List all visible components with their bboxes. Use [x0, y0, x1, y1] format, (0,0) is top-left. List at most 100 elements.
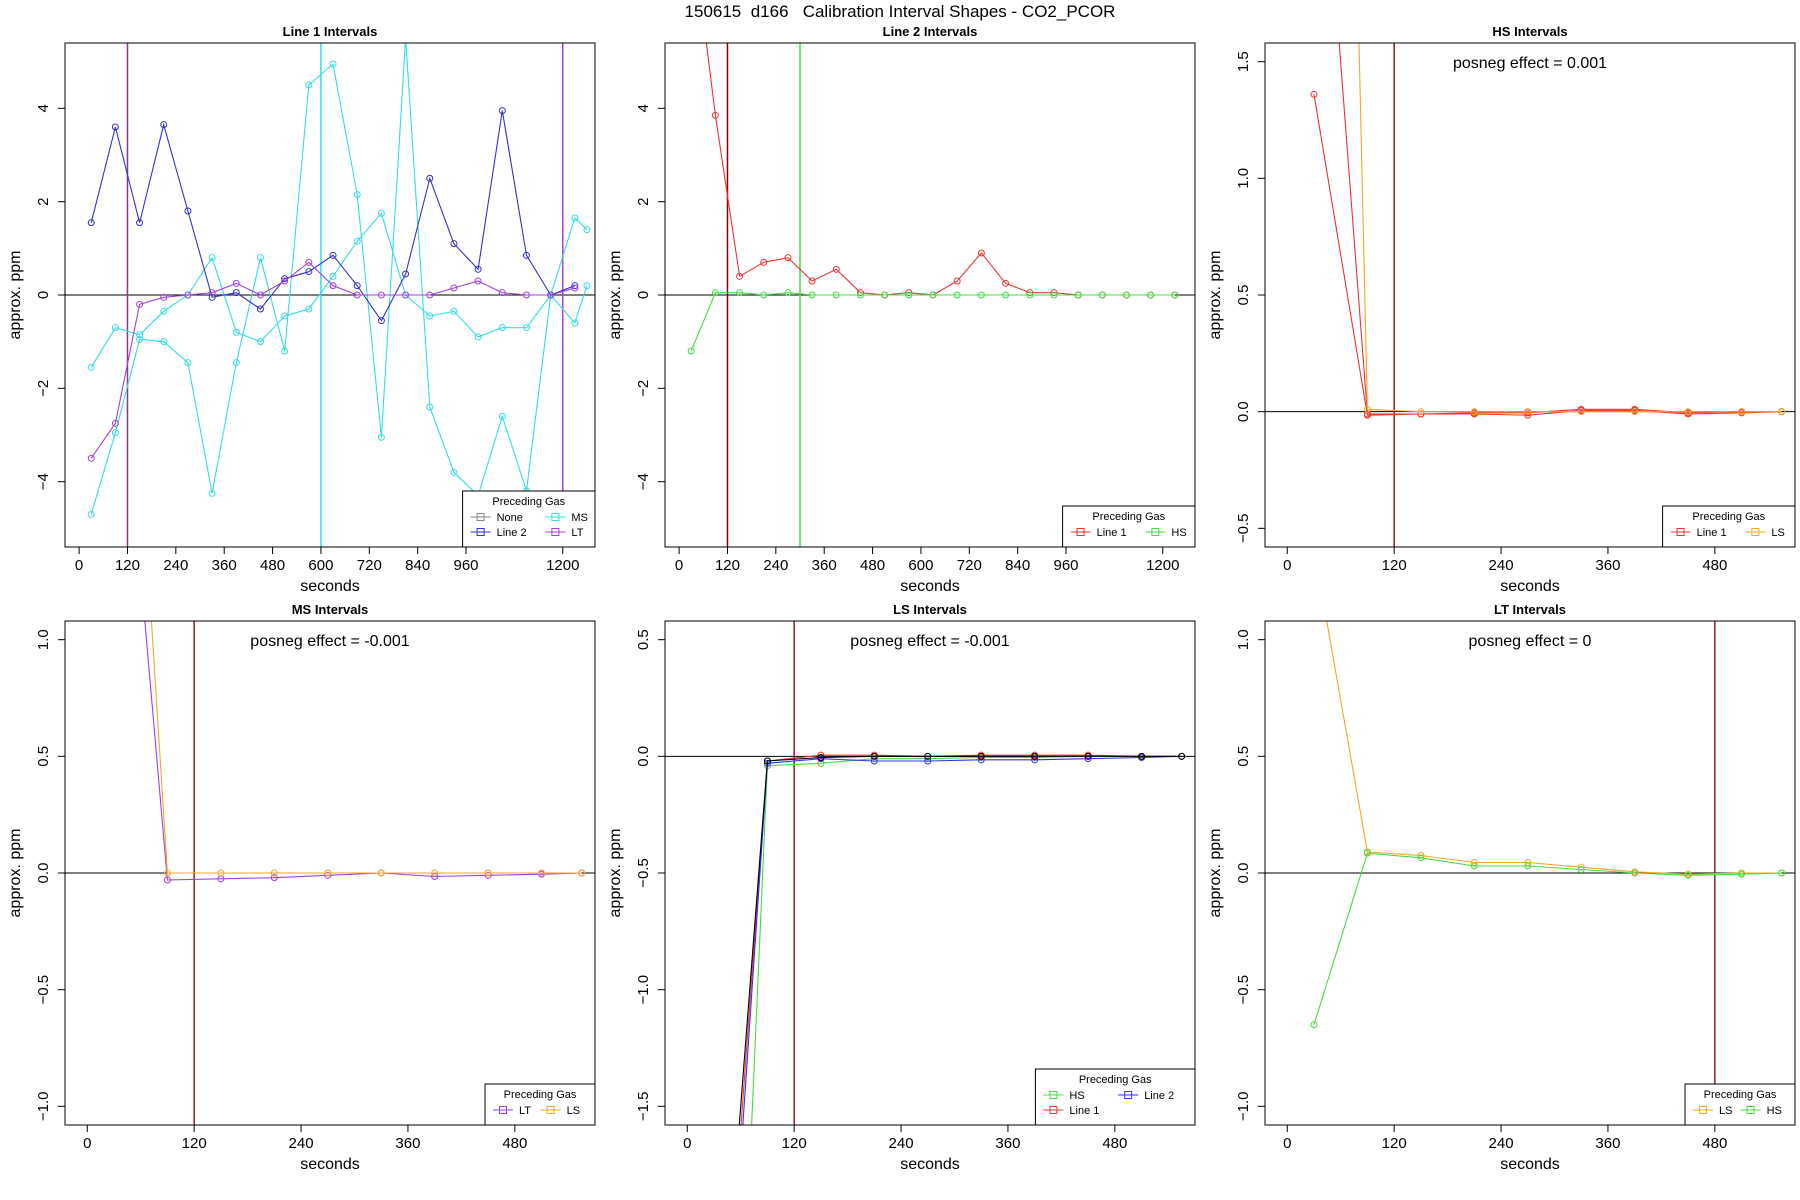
data-point — [184, 291, 192, 299]
legend-entry: Line 2 — [497, 527, 527, 539]
y-tick-label: −0.5 — [1235, 975, 1252, 1005]
data-point — [1778, 408, 1786, 416]
y-axis-label: approx. ppm — [7, 251, 24, 340]
data-point — [571, 284, 579, 292]
x-tick-label: 120 — [782, 1135, 807, 1152]
data-point — [474, 265, 482, 273]
data-point — [426, 174, 434, 182]
data-point — [924, 752, 932, 760]
x-tick-label: 480 — [260, 557, 285, 574]
data-point — [136, 300, 144, 308]
x-tick-label: 1200 — [546, 557, 579, 574]
data-point — [208, 254, 216, 262]
y-tick-label: −0.5 — [635, 858, 652, 888]
data-point — [232, 289, 240, 297]
data-point — [256, 338, 264, 346]
data-point — [1524, 408, 1532, 416]
data-point — [498, 107, 506, 115]
data-point — [522, 324, 530, 332]
data-point — [136, 331, 144, 339]
y-tick-label: −2 — [35, 380, 52, 397]
data-point — [1310, 90, 1318, 98]
data-point — [402, 291, 410, 299]
x-axis-label: seconds — [300, 1156, 360, 1173]
legend-swatch-marker — [499, 1106, 507, 1114]
data-point — [208, 489, 216, 497]
legend-title: Preceding Gas — [492, 496, 565, 508]
data-point — [1417, 410, 1425, 418]
data-point — [377, 291, 385, 299]
y-tick-label: 0.0 — [35, 863, 52, 884]
data-point — [1417, 854, 1425, 862]
data-point — [1631, 405, 1639, 413]
plot-area — [1265, 621, 1795, 1125]
data-point — [1470, 862, 1478, 870]
data-point — [1178, 752, 1186, 760]
panel-title: LS Intervals — [893, 602, 967, 617]
data-point — [929, 291, 937, 299]
data-point — [1171, 291, 1179, 299]
y-tick-label: 1.0 — [1235, 629, 1252, 650]
data-point — [232, 359, 240, 367]
legend-swatch-marker — [1076, 528, 1085, 536]
x-tick-label: 240 — [889, 1135, 914, 1152]
legend-entry: Line 1 — [1697, 527, 1727, 539]
data-point — [426, 403, 434, 411]
legend-entry: LT — [519, 1105, 531, 1117]
y-axis-label: approx. ppm — [1207, 829, 1224, 918]
data-point — [87, 219, 95, 227]
x-tick-label: 120 — [1382, 557, 1407, 574]
data-point — [232, 328, 240, 336]
data-point — [856, 289, 864, 297]
y-axis-label: approx. ppm — [607, 829, 624, 918]
data-point — [1050, 289, 1058, 297]
legend-box — [462, 490, 596, 548]
data-point — [329, 282, 337, 290]
data-point — [1577, 405, 1585, 413]
panel-ms-intervals: MS Intervals 0 120 240 360 480 −1.0 −0.5 0.0 0.5 1… — [7, 602, 596, 1173]
legend-title: Preceding Gas — [1092, 511, 1165, 523]
data-point — [739, 1127, 745, 1133]
x-tick-label: 480 — [1702, 1135, 1727, 1152]
y-axis-label: approx. ppm — [607, 251, 624, 340]
data-point — [1050, 291, 1058, 299]
series-line — [705, 43, 1175, 296]
data-point — [163, 876, 171, 884]
data-point — [1631, 408, 1639, 416]
y-tick-label: −0.5 — [1235, 514, 1252, 544]
data-point — [353, 282, 361, 290]
data-point — [256, 291, 264, 299]
data-point — [431, 869, 439, 877]
legend-entry: LS — [1719, 1105, 1732, 1117]
x-tick-label: 960 — [454, 557, 479, 574]
posneg-annotation: posneg effect = -0.001 — [850, 633, 1009, 650]
y-tick-label: 2 — [35, 197, 52, 205]
x-axis-label: seconds — [1500, 1156, 1560, 1173]
panel-title: Line 2 Intervals — [883, 24, 978, 39]
data-point — [1084, 752, 1092, 760]
panel-lt-intervals: LT Intervals 0 120 240 360 480 −1.0 −0.5 0.0 0.5 1… — [1207, 602, 1796, 1173]
data-point — [184, 359, 192, 367]
x-axis-label: seconds — [900, 1156, 960, 1173]
y-tick-label: −0.5 — [35, 975, 52, 1005]
y-tick-label: −1.0 — [1235, 1092, 1252, 1122]
x-tick-label: 840 — [405, 557, 430, 574]
posneg-annotation: posneg effect = 0.001 — [1453, 55, 1607, 72]
x-tick-label: 360 — [1595, 557, 1620, 574]
data-point — [763, 757, 771, 765]
legend-swatch-marker — [1676, 528, 1685, 536]
x-tick-label: 600 — [308, 557, 333, 574]
y-tick-label: 0 — [635, 291, 652, 299]
data-point — [738, 1127, 744, 1133]
plot-frame — [664, 620, 1196, 1126]
data-point — [1363, 405, 1371, 413]
data-point — [270, 869, 278, 877]
legend-title: Preceding Gas — [1079, 1074, 1152, 1086]
y-tick-label: −2 — [635, 380, 652, 397]
data-point — [324, 871, 332, 879]
data-point — [484, 871, 492, 879]
data-point — [111, 419, 119, 427]
data-point — [1002, 291, 1010, 299]
data-point — [1684, 408, 1692, 416]
